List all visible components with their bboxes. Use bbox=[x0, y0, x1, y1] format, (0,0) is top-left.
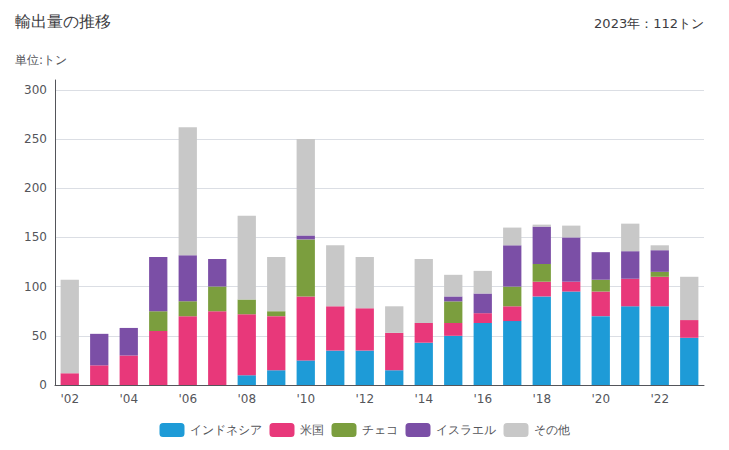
svg-text:インドネシア: インドネシア bbox=[190, 423, 262, 437]
svg-text:'14: '14 bbox=[414, 392, 433, 406]
svg-text:'06: '06 bbox=[178, 392, 197, 406]
svg-text:150: 150 bbox=[24, 230, 47, 244]
svg-text:米国: 米国 bbox=[300, 423, 324, 437]
svg-text:チェコ: チェコ bbox=[362, 423, 398, 437]
svg-text:'22: '22 bbox=[650, 392, 669, 406]
svg-text:'08: '08 bbox=[237, 392, 256, 406]
svg-text:'16: '16 bbox=[473, 392, 492, 406]
svg-text:250: 250 bbox=[24, 132, 47, 146]
svg-text:2023年：112トン: 2023年：112トン bbox=[594, 16, 704, 31]
svg-text:50: 50 bbox=[32, 329, 47, 343]
svg-text:'20: '20 bbox=[591, 392, 610, 406]
svg-text:300: 300 bbox=[24, 83, 47, 97]
svg-text:'12: '12 bbox=[355, 392, 374, 406]
svg-text:100: 100 bbox=[24, 280, 47, 294]
svg-text:200: 200 bbox=[24, 181, 47, 195]
svg-text:単位:トン: 単位:トン bbox=[15, 53, 67, 67]
svg-text:'10: '10 bbox=[296, 392, 315, 406]
svg-text:'02: '02 bbox=[60, 392, 79, 406]
svg-text:0: 0 bbox=[39, 378, 47, 392]
svg-text:輸出量の推移: 輸出量の推移 bbox=[15, 12, 111, 31]
svg-text:イスラエル: イスラエル bbox=[436, 423, 496, 437]
svg-text:'04: '04 bbox=[119, 392, 138, 406]
svg-text:'18: '18 bbox=[532, 392, 551, 406]
svg-text:その他: その他 bbox=[534, 423, 570, 437]
